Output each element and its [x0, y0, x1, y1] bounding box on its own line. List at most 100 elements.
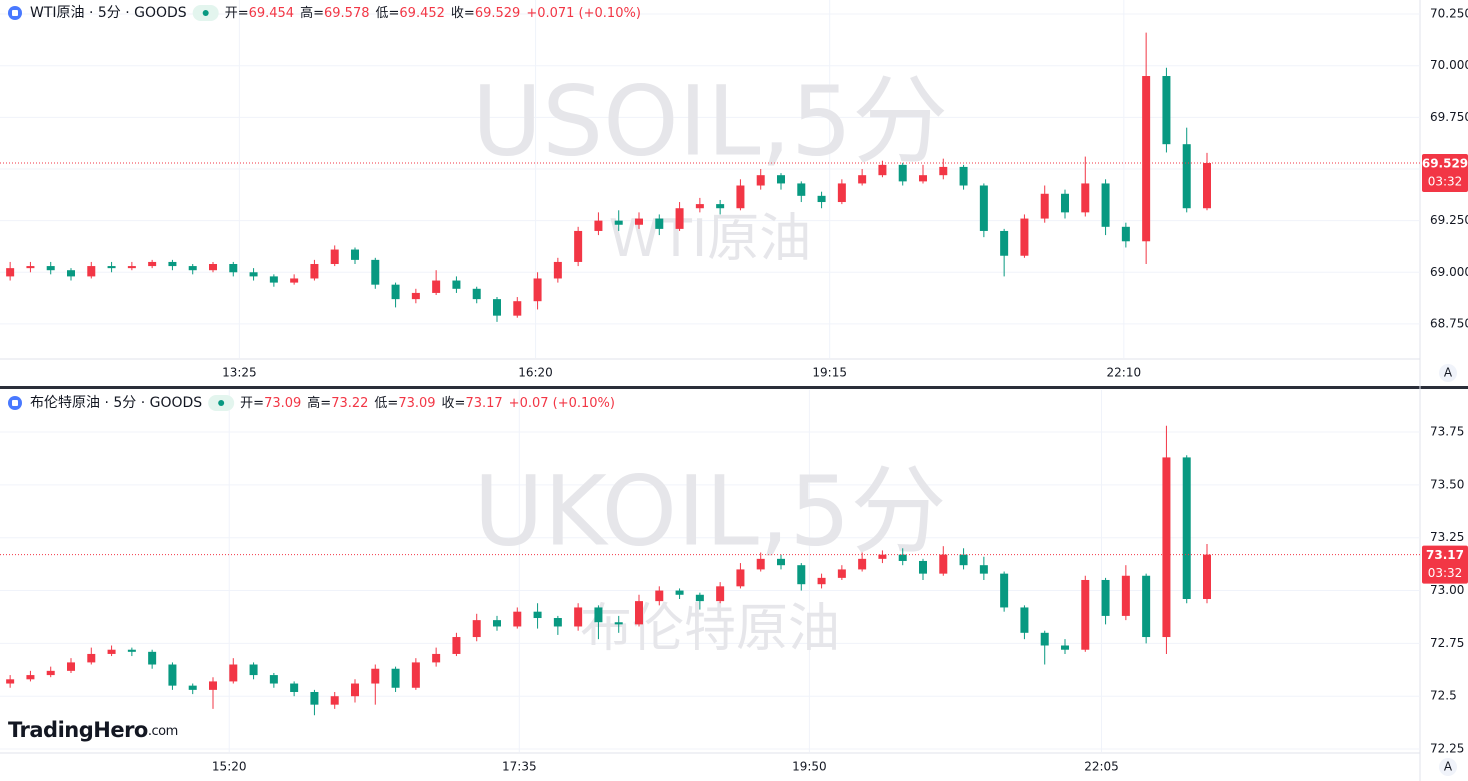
x-tick-label: 22:05 — [1084, 760, 1119, 774]
candle-body — [594, 220, 603, 231]
ohlc-label: 收= — [451, 6, 475, 21]
countdown: 03:32 — [1428, 174, 1463, 188]
candle-body — [1000, 573, 1009, 608]
change: +0.071 (+0.10%) — [526, 6, 641, 21]
candle-body — [817, 195, 826, 203]
auto-scale-button[interactable] — [1439, 758, 1457, 776]
candle-body — [1203, 554, 1211, 600]
candle-body — [411, 292, 420, 300]
auto-scale-label[interactable]: A — [1444, 366, 1453, 380]
candle-body — [168, 664, 177, 686]
candle-body — [371, 668, 380, 684]
y-tick-label: 73.50 — [1430, 477, 1464, 491]
candle-body — [310, 691, 319, 705]
candle-body — [858, 558, 867, 570]
x-tick-label: 15:20 — [212, 760, 247, 774]
candle-body — [878, 164, 887, 176]
y-tick-label: 70.250 — [1430, 7, 1468, 21]
candle-body — [898, 554, 907, 561]
candle-body — [513, 301, 522, 316]
x-tick-label: 13:25 — [222, 366, 257, 380]
candle-body — [87, 266, 96, 277]
candle-body — [472, 620, 481, 638]
candle-body — [1081, 579, 1090, 650]
candle-body — [391, 284, 400, 300]
candle-body — [1040, 632, 1049, 646]
candle-body — [229, 264, 238, 273]
candle-body — [1182, 144, 1191, 209]
candle-body — [837, 569, 846, 578]
countdown: 03:32 — [1428, 566, 1463, 580]
candle-body — [736, 569, 745, 587]
ohlc-value: 69.452 — [399, 6, 445, 21]
ohlc-value: 69.454 — [249, 6, 295, 21]
candle-body — [330, 249, 339, 265]
ohlc-value: 73.17 — [465, 396, 502, 411]
auto-scale-button[interactable] — [1439, 364, 1457, 382]
candle-body — [432, 280, 441, 293]
status-dot — [202, 10, 209, 16]
candle-body — [959, 166, 968, 186]
symbol-icon-inner — [12, 10, 18, 16]
y-tick-label: 68.750 — [1430, 316, 1468, 330]
ohlc-value: 73.09 — [398, 396, 435, 411]
candle-body — [635, 218, 643, 225]
candle-body — [533, 278, 542, 302]
ohlc-value: 69.578 — [324, 6, 370, 21]
candle-body — [249, 664, 258, 676]
candle-body — [695, 204, 704, 209]
candle-body — [574, 607, 583, 627]
candle-body — [87, 653, 96, 663]
candle-body — [1040, 193, 1049, 219]
auto-scale-label[interactable]: A — [1444, 760, 1453, 774]
candle-body — [1142, 575, 1151, 638]
x-tick-label: 16:20 — [518, 366, 553, 380]
candle-body — [797, 565, 806, 585]
candle-body — [919, 560, 927, 574]
candle-body — [168, 261, 177, 267]
candle-body — [351, 249, 359, 260]
status-dot — [218, 400, 225, 406]
candle-body — [46, 670, 55, 676]
candle-body — [229, 664, 238, 682]
candle-body — [716, 586, 725, 602]
ohlc-value: 69.529 — [475, 6, 521, 21]
candle-body — [107, 649, 116, 654]
candle-body — [1121, 575, 1130, 616]
candle-body — [797, 183, 806, 196]
candle-body — [26, 266, 35, 269]
candle-body — [209, 681, 217, 690]
candle-body — [837, 183, 846, 203]
last-price-label: 73.17 — [1426, 548, 1464, 562]
candle-body — [919, 175, 927, 182]
logo-suffix: .com — [148, 724, 178, 739]
candle-body — [26, 675, 35, 680]
candle-body — [46, 266, 55, 271]
candle-body — [614, 622, 623, 625]
candle-body — [493, 620, 501, 627]
y-tick-label: 69.250 — [1430, 213, 1468, 227]
ohlc-label: 低= — [376, 6, 400, 21]
candle-body — [1121, 226, 1130, 242]
candle-body — [1162, 76, 1171, 145]
candle-body — [411, 662, 420, 688]
ohlc-info: 开=69.454 高=69.578 低=69.452 收=69.529 +0.071 (… — [225, 5, 641, 21]
candle-body — [553, 261, 562, 279]
candle-body — [472, 288, 481, 300]
x-tick-label: 17:35 — [502, 760, 537, 774]
logo: TradingHero.com — [8, 718, 178, 742]
ohlc-label: 低= — [374, 396, 398, 411]
watermark-sub: 布伦特原油 — [580, 599, 840, 659]
ohlc-label: 开= — [240, 396, 264, 411]
ohlc-label: 收= — [442, 396, 466, 411]
candle-body — [1020, 607, 1029, 633]
candle-body — [939, 554, 948, 574]
ohlc-label: 开= — [225, 6, 249, 21]
y-tick-label: 72.75 — [1430, 636, 1464, 650]
ohlc-value: 73.22 — [331, 396, 368, 411]
last-price-label: 69.529 — [1422, 156, 1468, 170]
chart-title: WTI原油 · 5分 · GOODS — [30, 5, 187, 21]
candle-body — [188, 266, 197, 271]
